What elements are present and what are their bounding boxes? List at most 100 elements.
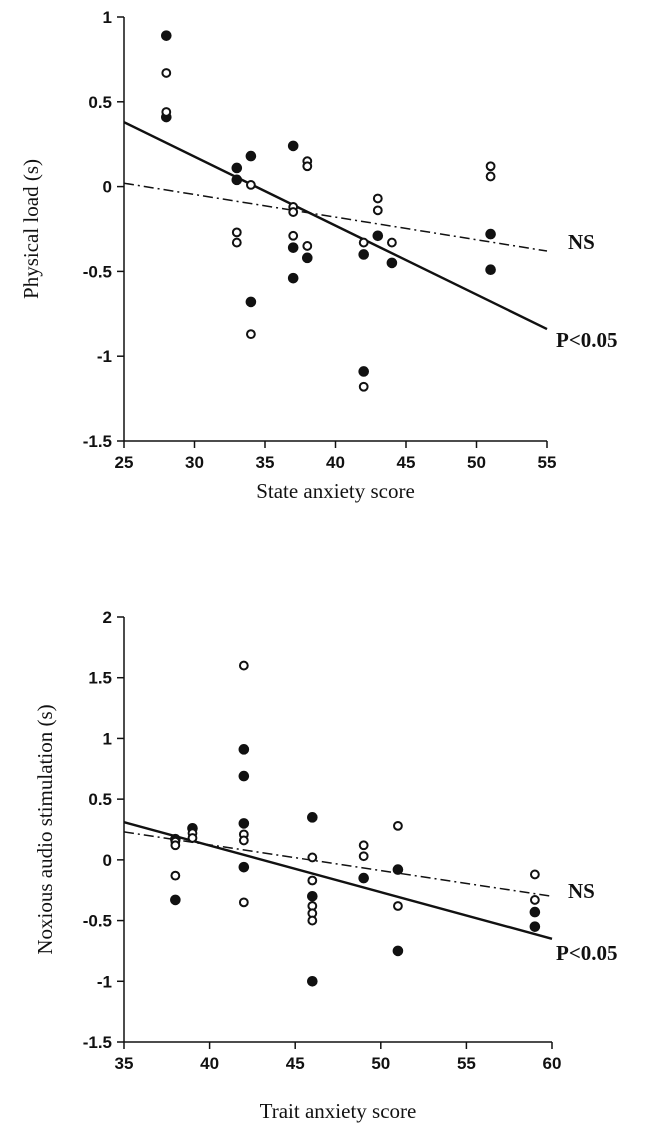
data-point-filled	[392, 945, 404, 957]
data-point-open	[238, 660, 249, 671]
data-point-open	[358, 381, 369, 392]
data-point-filled	[358, 872, 369, 884]
y-tick-label: -1.5	[83, 432, 112, 451]
y-tick-label: -0.5	[83, 262, 112, 281]
data-point-open	[529, 895, 540, 905]
data-point-filled	[238, 861, 250, 873]
x-axis-label: Trait anxiety score	[260, 1099, 417, 1123]
data-point-filled	[372, 230, 384, 242]
data-point-open	[529, 869, 540, 880]
data-point-open	[372, 193, 383, 204]
data-point-filled	[302, 252, 313, 264]
fit-label-ns: NS	[568, 230, 595, 254]
data-point-filled	[245, 296, 257, 308]
data-point-open	[246, 329, 256, 340]
fit-label-significant: P<0.05	[556, 328, 618, 352]
data-point-open	[161, 107, 172, 117]
y-tick-label: -1	[97, 972, 112, 991]
y-tick-label: -1.5	[83, 1033, 112, 1052]
y-tick-label: 0.5	[88, 93, 112, 112]
data-point-filled	[238, 818, 250, 829]
x-tick-label: 35	[115, 1054, 134, 1073]
data-point-open	[307, 852, 318, 863]
fit-label-ns: NS	[568, 879, 595, 903]
x-tick-label: 50	[371, 1054, 390, 1073]
data-point-filled	[358, 366, 370, 377]
data-point-filled	[386, 257, 398, 269]
data-point-open	[238, 835, 249, 846]
data-point-filled	[358, 249, 370, 260]
y-tick-label: 0	[103, 178, 112, 197]
data-point-filled	[238, 770, 250, 782]
data-point-open	[170, 840, 181, 851]
data-point-open	[358, 237, 369, 248]
data-point-filled	[161, 30, 172, 41]
data-point-open	[238, 897, 249, 908]
panel-state-anxiety: -1.5 -1 -0.5 0 0.5 1 25 30 35 40 45 50 55 State anxie…	[19, 8, 618, 503]
data-point-filled	[307, 812, 318, 823]
data-point-filled	[231, 162, 243, 174]
y-tick-label: 2	[103, 608, 112, 627]
data-point-filled	[287, 272, 299, 284]
data-point-filled	[485, 264, 496, 276]
data-point-open	[485, 171, 496, 182]
x-tick-label: 40	[200, 1054, 219, 1073]
data-point-open	[302, 161, 313, 172]
x-tick-label: 35	[256, 453, 275, 472]
panel-trait-anxiety: -1.5 -1 -0.5 0 0.5 1 1.5 2 35 40 45 50 55 60 Trait anx…	[33, 608, 618, 1123]
data-point-filled	[529, 906, 541, 918]
data-point-filled	[287, 242, 299, 253]
x-tick-label: 45	[397, 453, 416, 472]
data-point-open	[161, 68, 172, 78]
data-point-open	[358, 851, 369, 862]
data-point-filled	[170, 894, 181, 906]
y-tick-label: 1	[103, 8, 112, 27]
data-point-open	[170, 870, 181, 881]
data-point-open	[387, 237, 397, 248]
x-tick-label: 25	[115, 453, 134, 472]
data-point-open	[307, 915, 318, 926]
data-point-open	[231, 237, 242, 248]
data-point-filled	[485, 228, 496, 240]
y-axis-label: Physical load (s)	[19, 159, 43, 299]
data-point-open	[231, 227, 242, 238]
y-tick-label: 1.5	[88, 669, 112, 688]
x-tick-label: 45	[286, 1054, 305, 1073]
data-point-open	[288, 207, 299, 217]
x-tick-label: 30	[185, 453, 204, 472]
y-tick-label: 0.5	[88, 790, 112, 809]
fit-line-ns	[123, 182, 548, 252]
data-point-open	[393, 901, 403, 911]
x-tick-label: 50	[467, 453, 486, 472]
data-point-filled	[529, 921, 541, 932]
data-point-filled	[392, 864, 404, 875]
data-point-filled	[307, 890, 318, 902]
data-point-open	[372, 205, 383, 216]
y-tick-label: -0.5	[83, 912, 112, 931]
x-tick-label: 55	[538, 453, 557, 472]
fit-line-significant	[123, 121, 548, 331]
data-point-filled	[238, 744, 250, 755]
data-point-open	[485, 161, 496, 172]
data-point-filled	[231, 174, 243, 186]
data-point-open	[358, 840, 369, 851]
data-point-open	[246, 180, 256, 190]
y-tick-label: -1	[97, 347, 112, 366]
data-point-open	[307, 875, 318, 886]
x-tick-label: 60	[543, 1054, 562, 1073]
data-point-filled	[287, 140, 299, 152]
fit-label-significant: P<0.05	[556, 941, 618, 965]
data-point-filled	[307, 975, 318, 987]
data-point-filled	[245, 150, 257, 162]
data-point-open	[302, 241, 313, 251]
data-point-open	[393, 820, 403, 831]
data-point-open	[288, 230, 299, 241]
data-point-open	[187, 833, 198, 843]
y-tick-label: 0	[103, 851, 112, 870]
fit-line-ns	[123, 831, 553, 898]
y-axis-label: Noxious audio stimulation (s)	[33, 704, 57, 954]
x-tick-label: 55	[457, 1054, 476, 1073]
x-axis-label: State anxiety score	[256, 479, 415, 503]
